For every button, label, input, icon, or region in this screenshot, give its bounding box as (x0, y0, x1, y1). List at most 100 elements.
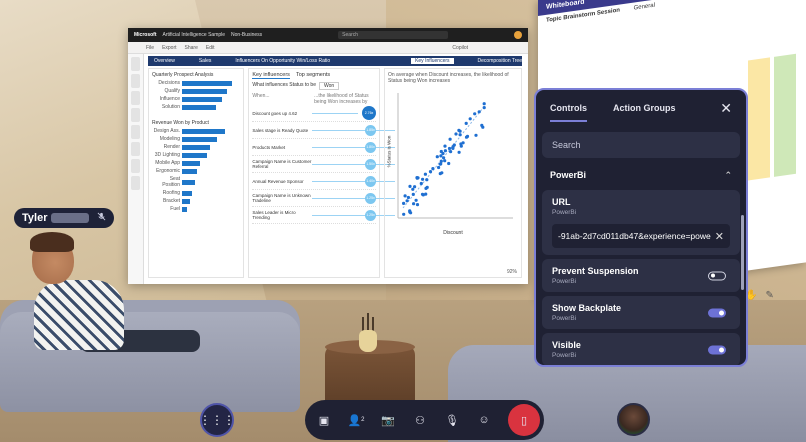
scatter-point[interactable] (451, 146, 455, 150)
scatter-point[interactable] (461, 141, 465, 145)
scatter-point[interactable] (408, 184, 412, 188)
scatter-point[interactable] (452, 143, 456, 147)
influencer-row[interactable]: Campaign Name is Unknown Tradeline 1.25x (252, 190, 395, 207)
bar-row[interactable]: Design Ass. (152, 128, 240, 134)
scatter-point[interactable] (424, 192, 428, 196)
scatter-point[interactable] (411, 187, 415, 191)
scatter-point[interactable] (480, 123, 484, 127)
scatter-point[interactable] (482, 102, 486, 106)
participant-nametag[interactable]: Tyler (14, 208, 114, 228)
bar-row[interactable]: Qualify (152, 88, 240, 94)
chat-button[interactable]: ▣ (309, 405, 339, 435)
scatter-point[interactable] (459, 144, 463, 148)
scatter-point[interactable] (423, 172, 427, 176)
influencer-row[interactable]: Campaign Name is Customer Referral 1.50x (252, 156, 395, 173)
bar[interactable] (182, 104, 216, 110)
nav-item[interactable] (131, 74, 140, 88)
influencer-row[interactable]: Sales Leader is Micro Trending 1.25x (252, 207, 395, 224)
scatter-point[interactable] (419, 181, 423, 186)
bar-row[interactable]: Solution (152, 104, 240, 110)
camera-button[interactable]: 📷 (373, 405, 403, 435)
scatter-point[interactable] (409, 211, 413, 215)
scatter-point[interactable] (428, 170, 433, 174)
bar[interactable] (182, 198, 190, 204)
influencer-bubble[interactable]: 1.80x (365, 141, 376, 153)
influencer-bubble[interactable]: 1.40x (365, 175, 376, 187)
bar-row[interactable]: Seat Position (152, 176, 240, 188)
scatter-point[interactable] (454, 132, 458, 136)
reactions-button[interactable]: ☺ (469, 405, 499, 435)
nav-item[interactable] (131, 108, 140, 122)
scatter-point[interactable] (464, 135, 469, 139)
scatter-point[interactable] (439, 159, 443, 163)
influencer-row[interactable]: Products Market 1.80x (252, 139, 395, 156)
scatter-point[interactable] (474, 133, 478, 137)
tab-overview[interactable]: Overview (154, 58, 175, 64)
revenue-bar-chart[interactable]: Design Ass. Modeling Render 3D Lighting Mobi… (152, 128, 240, 212)
bar[interactable] (182, 168, 197, 174)
share-button[interactable]: Share (184, 44, 198, 51)
bar-row[interactable]: Fuel (152, 206, 240, 212)
scatter-point[interactable] (443, 149, 447, 153)
user-avatar[interactable] (514, 31, 522, 39)
scatter-point[interactable] (457, 150, 461, 154)
tab-controls[interactable]: Controls (550, 103, 587, 122)
scatter-point[interactable] (438, 162, 442, 166)
sensitivity-tag[interactable]: Non-Business (231, 32, 263, 38)
influencer-bubble[interactable]: 1.25x (365, 192, 376, 204)
pen-icon[interactable]: ✎ (765, 289, 774, 301)
bar-row[interactable]: Influence (152, 96, 240, 102)
bar-row[interactable]: Bracket (152, 198, 240, 204)
scatter-point[interactable] (411, 192, 415, 196)
influencer-bubble[interactable]: 1.25x (365, 209, 376, 221)
bar-row[interactable]: Modeling (152, 136, 240, 142)
tab-key-influencers-visual[interactable]: Key influencers (252, 72, 290, 79)
scatter-point[interactable] (442, 156, 446, 160)
tab-influencers[interactable]: Influencers On Opportunity Win/Loss Rati… (235, 58, 331, 64)
bar-row[interactable]: Mobile App (152, 160, 240, 166)
my-avatar-button[interactable] (617, 403, 650, 436)
bar[interactable] (182, 160, 200, 166)
scatter-point[interactable] (415, 203, 420, 207)
bar-row[interactable]: Render (152, 144, 240, 150)
close-icon[interactable]: ✕ (720, 99, 732, 116)
scatter-point[interactable] (482, 106, 486, 110)
powerbi-window[interactable]: Microsoft Artificial Intelligence Sample… (128, 28, 528, 284)
scatter-point[interactable] (414, 198, 418, 202)
bar-row[interactable]: Decisions (152, 80, 240, 86)
scatter-point[interactable] (447, 161, 451, 166)
scatter-point[interactable] (402, 212, 406, 216)
scatter-point[interactable] (458, 133, 462, 137)
show-backplate-toggle[interactable] (708, 308, 726, 317)
edit-button[interactable]: Edit (205, 44, 215, 51)
report-title[interactable]: Artificial Intelligence Sample (162, 32, 226, 38)
nav-item[interactable] (131, 125, 140, 139)
bar[interactable] (182, 206, 187, 212)
leave-button[interactable]: ▯ (508, 404, 540, 436)
scatter-point[interactable] (424, 186, 428, 190)
discount-scatter-plot[interactable] (388, 88, 518, 228)
general-tab[interactable]: General (633, 2, 655, 12)
scatter-point[interactable] (431, 167, 435, 171)
bar[interactable] (182, 96, 223, 102)
nav-item[interactable] (131, 57, 140, 71)
bar[interactable] (182, 80, 233, 86)
scatter-point[interactable] (464, 121, 468, 125)
participants-button[interactable]: 👤 2 (341, 405, 371, 435)
bar[interactable] (182, 136, 217, 142)
nav-item[interactable] (131, 176, 140, 190)
url-input[interactable]: -91ab-2d7cd011db47&experience=power-bi ✕ (552, 224, 730, 248)
scatter-point[interactable] (443, 159, 447, 163)
tab-decomposition-tree[interactable]: Decomposition Tree (477, 58, 522, 64)
apps-grid-button[interactable]: ⋮⋮⋮ (199, 403, 235, 437)
controls-search-input[interactable]: Search (542, 132, 740, 158)
bar[interactable] (182, 128, 225, 134)
scatter-point[interactable] (403, 194, 407, 198)
influencer-row[interactable]: Discount goes up 4.62 2.76x (252, 105, 376, 122)
influencer-row[interactable]: Annual Revenue Sponsor 1.40x (252, 173, 395, 190)
scatter-point[interactable] (443, 144, 447, 148)
scatter-point[interactable] (440, 171, 444, 175)
nav-item[interactable] (131, 91, 140, 105)
scatter-point[interactable] (405, 199, 409, 203)
influencer-bubble[interactable]: 1.50x (365, 158, 376, 170)
